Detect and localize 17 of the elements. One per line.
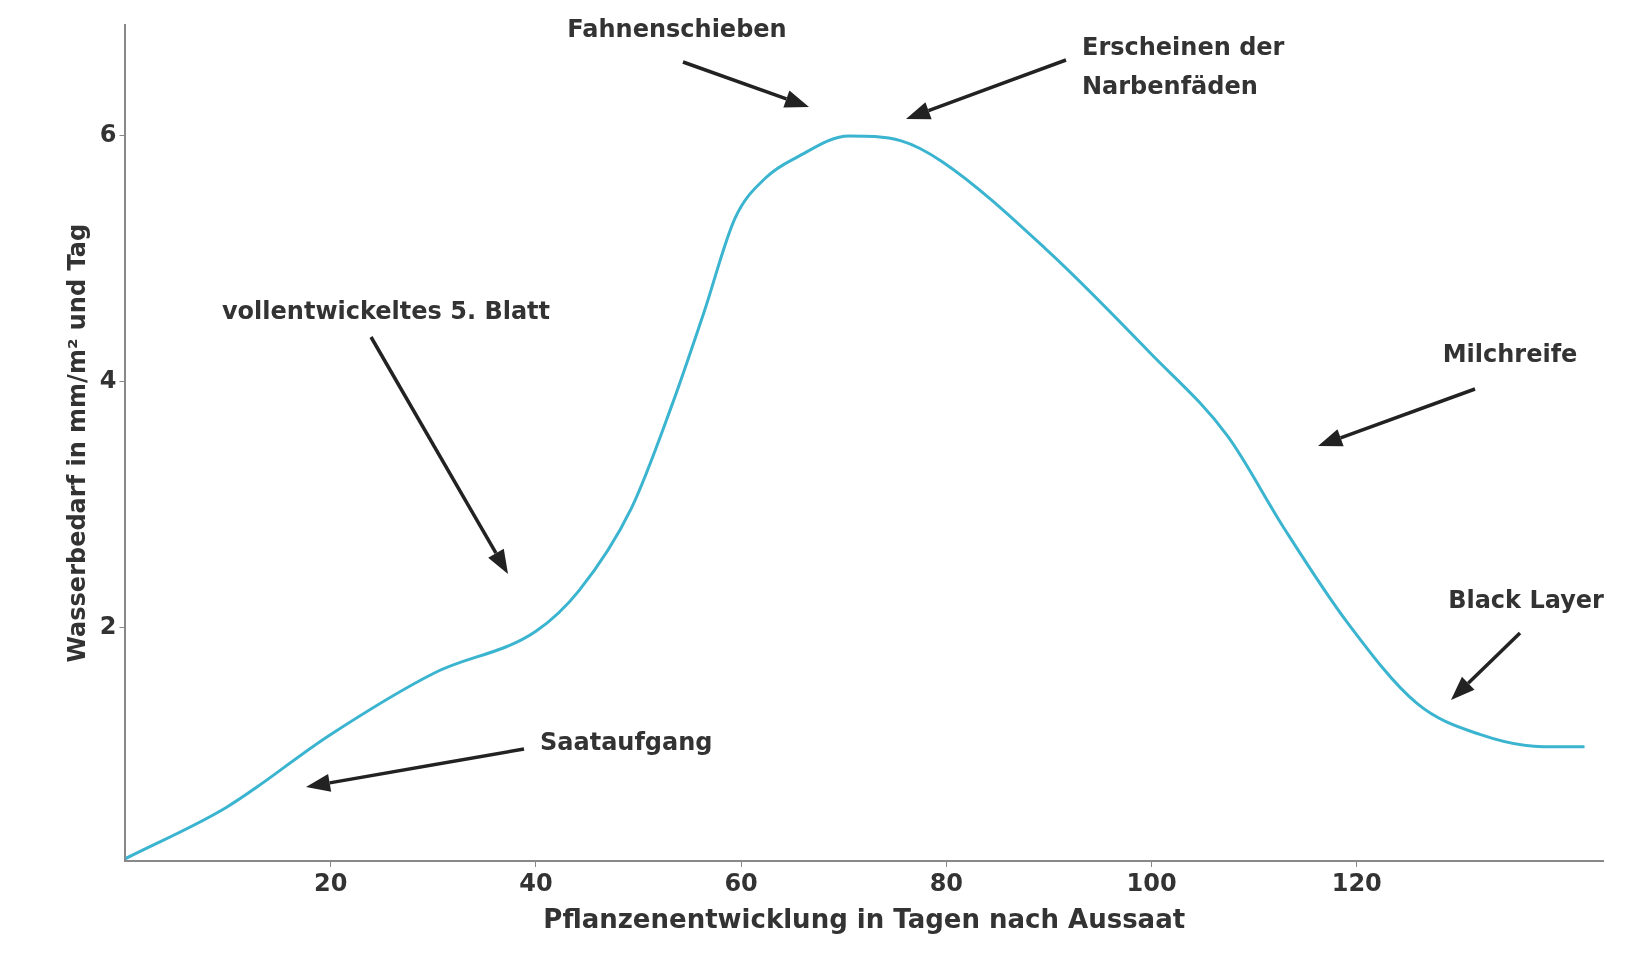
x-axis-title: Pflanzenentwicklung in Tagen nach Aussaat <box>543 904 1186 935</box>
x-tick-label: 120 <box>1331 868 1382 897</box>
annotation: Milchreife <box>1442 340 1578 369</box>
y-tick-label: 2 <box>99 611 117 640</box>
x-tick-label: 20 <box>314 868 348 897</box>
x-tick-label: 100 <box>1126 868 1177 897</box>
annotation: Fahnenschieben <box>567 15 787 44</box>
y-tick-label: 4 <box>99 365 117 394</box>
y-axis-title: Wasserbedarf in mm/m² und Tag <box>62 223 91 663</box>
annotation: Saataufgang <box>540 728 713 757</box>
x-tick-label: 60 <box>724 868 758 897</box>
annotation: vollentwickeltes 5. Blatt <box>221 297 551 326</box>
annotation: Erscheinen der Narbenfäden <box>1082 33 1285 101</box>
annotation: Black Layer <box>1448 586 1605 615</box>
x-tick-label: 40 <box>519 868 553 897</box>
x-tick-label: 80 <box>929 868 964 897</box>
y-tick-label: 6 <box>99 120 117 149</box>
